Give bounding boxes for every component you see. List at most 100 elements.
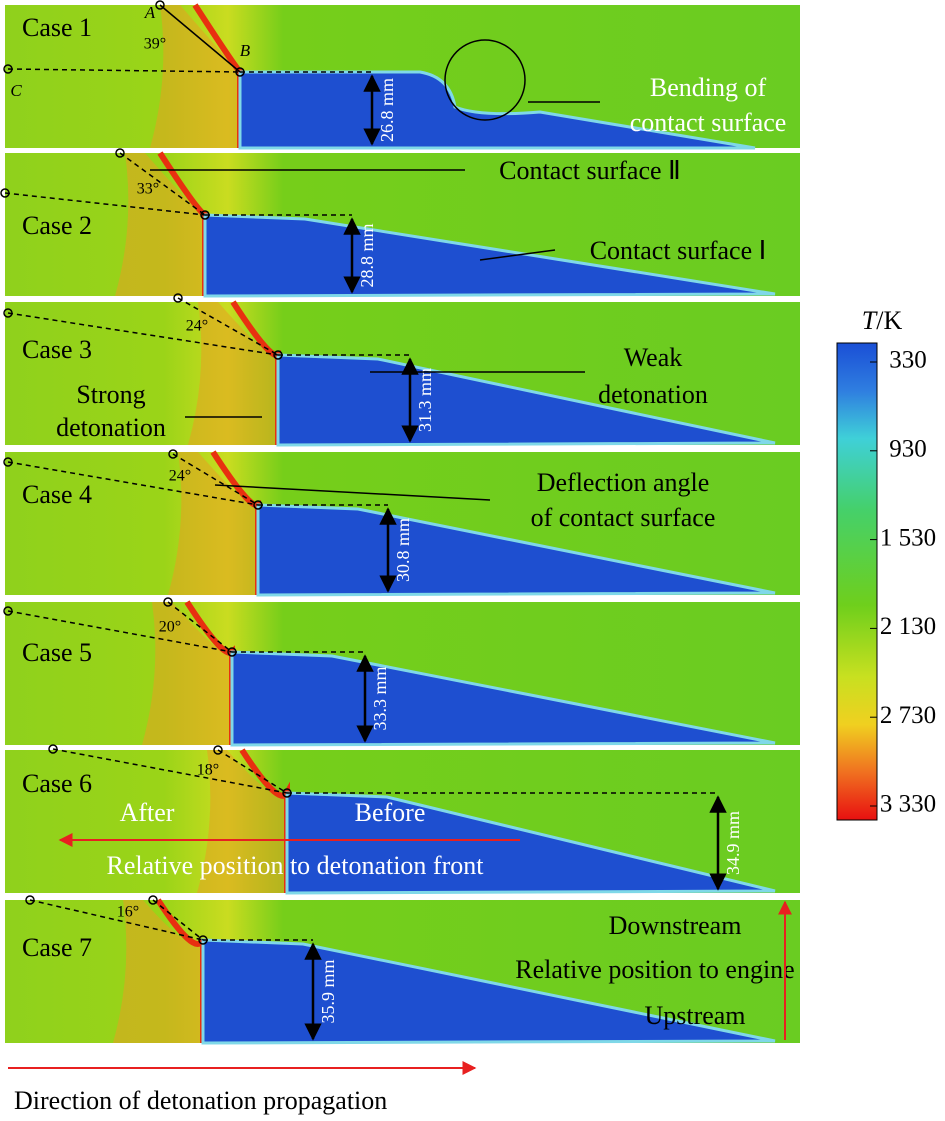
case-panel: 31.3 mm Case 3 24° <box>3 293 800 447</box>
leader-line <box>479 249 556 261</box>
point <box>198 935 208 945</box>
unburned-region <box>201 938 776 1045</box>
colorbar-tick-label: 3 330 <box>880 791 936 818</box>
case-label: Case 6 <box>22 769 92 798</box>
reference-line <box>7 312 279 356</box>
distance-label: 33.3 mm <box>370 666 390 730</box>
distance-label: 31.3 mm <box>415 368 435 432</box>
annotation: Contact surface Ⅱ <box>499 156 681 185</box>
case-label: Case 3 <box>22 335 92 364</box>
annotation: Relative position to engine <box>515 955 794 984</box>
point <box>3 64 13 74</box>
angle-line <box>167 601 233 653</box>
angle-line <box>217 749 288 794</box>
reference-line <box>4 192 206 216</box>
angle-label: 20° <box>159 619 181 636</box>
angle-label: 16° <box>117 904 139 921</box>
point <box>235 67 245 77</box>
point <box>3 308 13 318</box>
angle-label: 24° <box>186 318 208 335</box>
reaction-zone <box>150 5 240 148</box>
angle-line <box>177 297 279 356</box>
distance-label: 30.8 mm <box>393 518 413 582</box>
point <box>213 745 223 755</box>
point <box>3 457 13 467</box>
distance-label: 35.9 mm <box>318 959 338 1023</box>
colorbar-tick-label: 1 530 <box>880 524 936 551</box>
reference-line <box>52 748 288 794</box>
point-label: C <box>10 81 22 100</box>
angle-label: 33° <box>137 181 159 198</box>
reference-line <box>7 68 241 73</box>
point <box>173 293 183 303</box>
annotation: Deflection angle <box>537 468 710 497</box>
point <box>273 350 283 360</box>
reaction-zone <box>188 302 278 445</box>
point <box>163 597 173 607</box>
annotations: A B C Bending of contact surface Contact surf… <box>8 3 936 1115</box>
case-label: Case 5 <box>22 638 92 667</box>
colorbar-label: T/K <box>862 306 903 335</box>
annotation: Relative position to detonation front <box>107 851 485 880</box>
annotation: Direction of detonation propagation <box>14 1086 387 1115</box>
point <box>168 449 178 459</box>
annotation: Downstream <box>609 911 742 940</box>
point <box>282 788 292 798</box>
colorbar-var: T <box>862 306 878 335</box>
annotation: detonation <box>598 380 708 409</box>
point <box>155 0 165 10</box>
reference-line <box>7 610 233 653</box>
highlight-circle <box>444 39 526 121</box>
point <box>253 500 263 510</box>
case-label: Case 1 <box>22 13 92 42</box>
colorbar-tick-label: 2 730 <box>880 702 936 729</box>
annotation: Weak <box>624 343 683 372</box>
point <box>0 188 10 198</box>
colorbar <box>836 342 878 821</box>
point <box>25 895 35 905</box>
annotation: After <box>120 798 175 827</box>
angle-line <box>159 4 241 73</box>
angle-line <box>152 899 204 941</box>
angle-label: 24° <box>169 468 191 485</box>
colorbar-tick-label: 330 <box>889 347 927 374</box>
unburned-region <box>285 791 776 895</box>
leader-line <box>214 484 491 501</box>
case-panel: 35.9 mm Case 7 16° <box>5 895 800 1045</box>
annotation: Strong <box>76 380 145 409</box>
case-panel: 33.3 mm Case 5 20° <box>3 597 800 747</box>
reference-line <box>29 899 204 941</box>
reaction-zone <box>168 452 258 595</box>
point <box>48 744 58 754</box>
point-label: A <box>144 3 156 22</box>
colorbar-tick-label: 2 130 <box>880 613 936 640</box>
annotation: of contact surface <box>531 503 716 532</box>
case-panel: 34.9 mm Case 6 18° <box>5 744 800 895</box>
reaction-zone <box>142 602 232 745</box>
colorbar-unit: /K <box>876 306 902 335</box>
point-label: B <box>240 41 251 60</box>
case-label: Case 4 <box>22 480 92 509</box>
reference-line <box>7 461 259 506</box>
annotation: contact surface <box>630 108 787 137</box>
point <box>3 606 13 616</box>
case-panel: 26.8 mm Case 1 39° <box>3 0 800 150</box>
point <box>200 210 210 220</box>
distance-label: 34.9 mm <box>723 811 743 875</box>
angle-label: 39° <box>144 36 166 53</box>
annotation: Bending of <box>650 73 767 102</box>
annotation: detonation <box>56 413 166 442</box>
angle-label: 18° <box>197 762 219 779</box>
distance-label: 28.8 mm <box>357 223 377 287</box>
case-panel: 30.8 mm Case 4 24° <box>3 449 800 597</box>
point <box>148 895 158 905</box>
annotation: Upstream <box>644 1001 745 1030</box>
angle-line <box>172 453 259 506</box>
reaction-zone <box>115 153 205 296</box>
case-label: Case 2 <box>22 211 92 240</box>
case-panel: 28.8 mm Case 2 33° <box>0 148 800 298</box>
point <box>227 647 237 657</box>
reaction-zone <box>197 750 287 893</box>
panels: 26.8 mm Case 1 39° 28.8 mm Case 2 33° 31.3 mm C… <box>0 0 800 1045</box>
